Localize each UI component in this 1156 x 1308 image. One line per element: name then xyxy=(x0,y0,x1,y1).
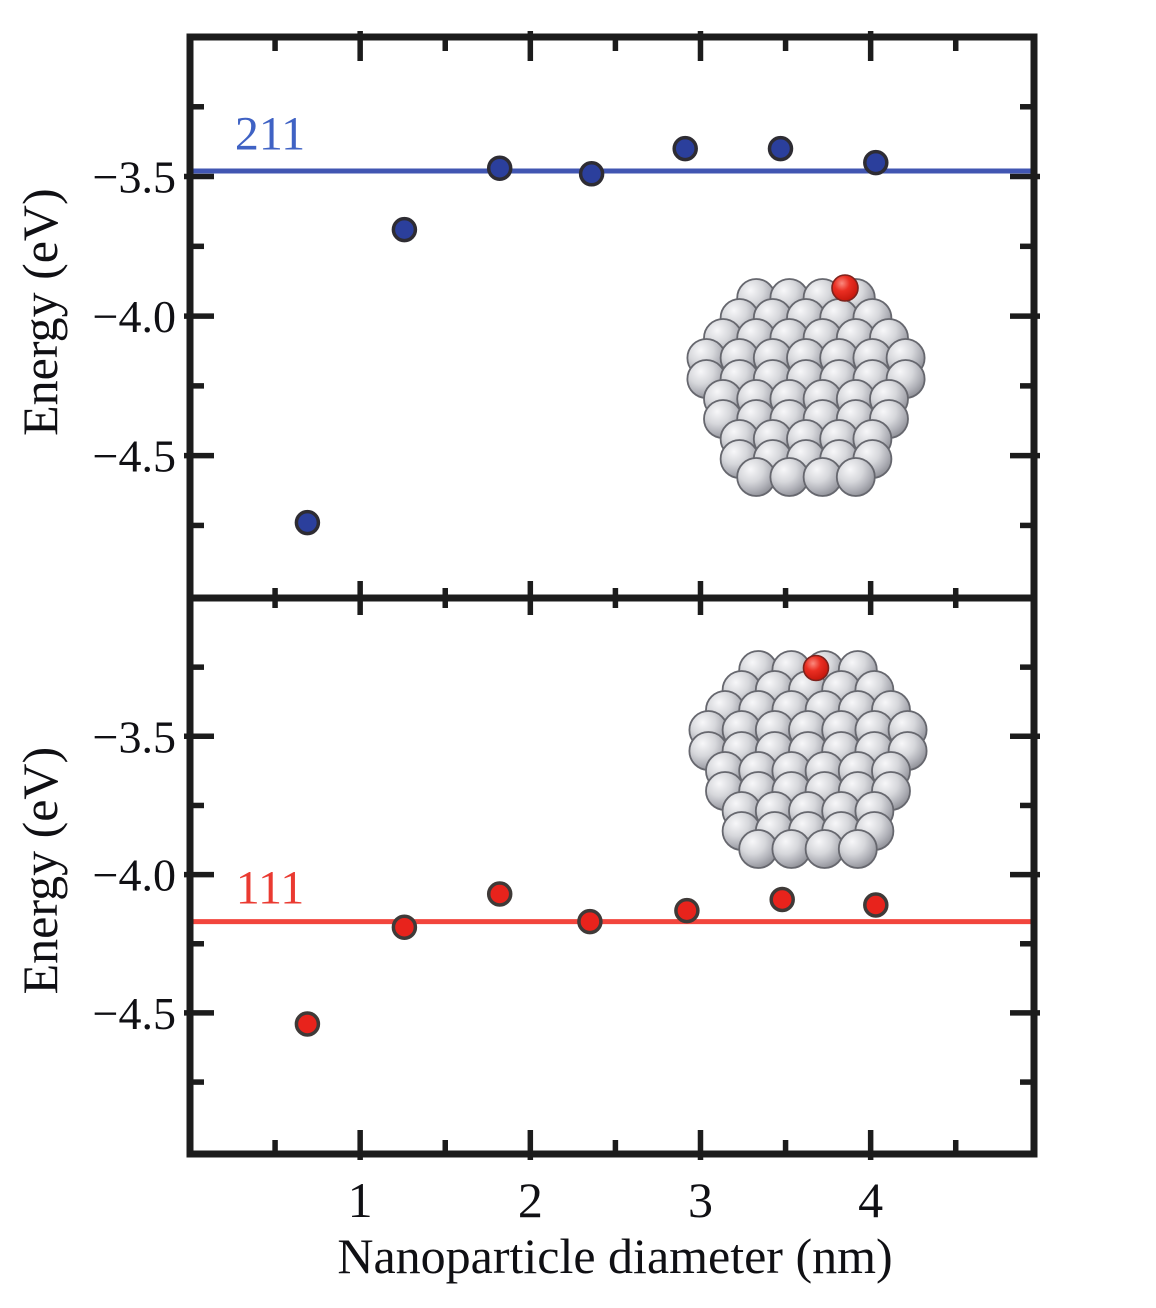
data-point-111 xyxy=(486,881,513,907)
metal-atom-sphere xyxy=(837,829,878,869)
panel-bottom: 111 −3.5 −4.0 −4.5 1 2 3 4 Energy (eV) xyxy=(12,581,1040,1228)
y-tick-label: −3.5 xyxy=(93,152,176,203)
metal-atom-sphere xyxy=(804,829,845,869)
data-point-111 xyxy=(863,892,889,918)
panel-frame-bottom xyxy=(186,594,1038,1158)
data-point-211 xyxy=(767,135,794,162)
y-tick-label: −4.0 xyxy=(93,850,176,901)
nanoparticle-top-panel xyxy=(686,274,926,497)
data-point-111 xyxy=(577,908,603,935)
metal-atom-sphere xyxy=(736,457,777,497)
y-tick-label: −4.5 xyxy=(93,988,176,1039)
series-annotation-111: 111 xyxy=(236,861,304,914)
data-point-111 xyxy=(769,886,795,913)
data-point-211 xyxy=(863,149,889,176)
x-tick-label: 4 xyxy=(858,1172,883,1228)
data-point-211 xyxy=(672,135,698,162)
y-tick-label: −4.5 xyxy=(93,431,176,482)
x-tick-label: 2 xyxy=(518,1172,543,1228)
data-point-211 xyxy=(294,509,321,536)
data-point-211 xyxy=(391,216,418,243)
x-axis-title: Nanoparticle diameter (nm) xyxy=(337,1228,892,1284)
data-point-111 xyxy=(294,1011,321,1037)
data-point-211 xyxy=(486,155,513,181)
data-point-111 xyxy=(391,914,418,940)
y-axis-title-top: Energy (eV) xyxy=(12,188,68,436)
nanoparticle-bottom-panel xyxy=(688,650,928,869)
metal-atom-sphere xyxy=(738,829,779,869)
x-tick-label: 3 xyxy=(688,1172,713,1228)
y-tick-label: −3.5 xyxy=(93,711,176,762)
y-tick-label: −4.0 xyxy=(93,291,176,342)
adsorbate-atom-sphere xyxy=(831,274,859,302)
metal-atom-sphere xyxy=(802,457,843,497)
series-annotation-211: 211 xyxy=(235,108,305,161)
adsorbate-atom-sphere xyxy=(802,654,830,682)
metal-atom-sphere xyxy=(835,457,876,497)
data-point-211 xyxy=(578,161,605,187)
x-tick-label: 1 xyxy=(348,1172,373,1228)
y-axis-title-bottom: Energy (eV) xyxy=(12,747,68,995)
data-point-111 xyxy=(674,897,700,924)
